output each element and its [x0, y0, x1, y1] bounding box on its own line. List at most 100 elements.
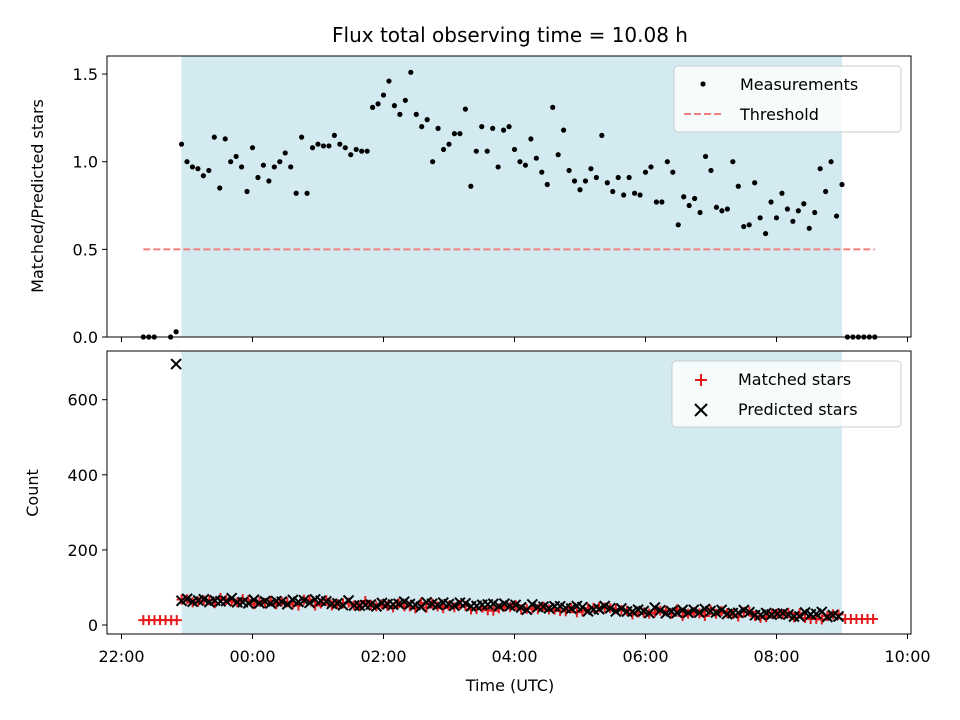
- measurement-point: [282, 150, 288, 156]
- bottom-legend: Matched stars Predicted stars: [671, 360, 902, 428]
- measurement-point: [642, 169, 649, 175]
- measurement-point: [326, 143, 332, 149]
- measurement-point: [391, 103, 398, 109]
- measurement-point: [446, 141, 452, 147]
- measurement-point: [577, 187, 583, 193]
- top-y-ticks: 0.0 0.5 1.0 1.5: [73, 65, 107, 347]
- predicted-star-marker: [654, 604, 667, 617]
- measurement-point: [839, 181, 845, 188]
- y-tick-label: 600: [67, 391, 98, 410]
- predicted-star-marker: [242, 597, 255, 610]
- legend-threshold-label: Threshold: [739, 105, 819, 124]
- measurement-point: [473, 148, 479, 154]
- top-legend-box: [673, 65, 902, 133]
- measurement-point: [293, 190, 299, 196]
- measurement-point: [724, 206, 730, 212]
- measurement-point: [195, 166, 201, 172]
- legend-measurements-marker: [700, 81, 706, 87]
- measurement-point: [430, 159, 436, 165]
- measurement-point: [364, 148, 370, 154]
- measurement-point: [773, 215, 780, 221]
- measurement-point: [233, 153, 239, 160]
- measurement-point: [206, 167, 212, 174]
- measurement-point: [228, 159, 234, 165]
- top-panel: 0.0 0.5 1.0 1.5 Matched/Predicted stars Mea…: [28, 55, 912, 347]
- measurement-point: [719, 208, 725, 214]
- legend-matched-marker: [695, 374, 707, 386]
- measurement-point: [468, 183, 474, 189]
- measurement-point: [708, 167, 714, 174]
- measurement-point: [746, 222, 752, 228]
- predicted-star-marker: [493, 600, 505, 612]
- measurement-point: [397, 111, 403, 117]
- legend-measurements-label: Measurements: [740, 75, 858, 94]
- measurement-point: [752, 180, 758, 186]
- top-x-ticks: [121, 337, 908, 342]
- measurement-point: [380, 92, 387, 98]
- measurement-point: [686, 202, 692, 209]
- measurement-point: [255, 174, 261, 181]
- measurement-point: [189, 164, 196, 170]
- measurement-point: [309, 145, 316, 151]
- chart-title: Flux total observing time = 10.08 h: [332, 23, 688, 47]
- measurement-point: [506, 124, 512, 130]
- measurement-point: [402, 97, 408, 103]
- measurement-point: [604, 180, 610, 186]
- y-tick-label: 0.0: [73, 328, 98, 347]
- measurement-point: [484, 148, 490, 154]
- measurement-point: [348, 152, 354, 158]
- measurement-point: [522, 162, 529, 168]
- measurement-point: [561, 127, 567, 133]
- measurement-point: [500, 127, 507, 133]
- predicted-star-marker: [671, 607, 683, 619]
- measurement-point: [675, 222, 681, 228]
- measurement-point: [621, 192, 627, 198]
- measurement-point: [615, 174, 621, 181]
- predicted-star-marker: [604, 602, 616, 614]
- measurement-point: [757, 215, 763, 221]
- bottom-x-ticks: 22:00 00:00 02:00 04:00 06:00 08:00 10:00: [98, 634, 931, 666]
- measurement-point: [353, 146, 359, 153]
- measurement-point: [249, 145, 256, 151]
- measurement-point: [266, 178, 272, 184]
- matched-star-marker: [421, 602, 432, 613]
- measurement-point: [730, 159, 736, 165]
- measurement-point: [331, 132, 337, 139]
- predicted-star-marker: [715, 604, 728, 616]
- measurement-point: [178, 141, 185, 147]
- predicted-star-marker: [170, 358, 182, 370]
- measurement-point: [735, 183, 741, 189]
- measurement-point: [238, 164, 245, 170]
- predicted-star-marker: [181, 593, 193, 605]
- measurement-point: [511, 146, 518, 153]
- measurement-point: [550, 104, 556, 110]
- predicted-star-marker: [248, 594, 260, 606]
- measurement-point: [435, 125, 441, 131]
- measurement-point: [631, 190, 638, 196]
- measurement-point: [626, 174, 632, 181]
- predicted-star-marker: [448, 599, 461, 612]
- legend-predicted-label: Predicted stars: [738, 400, 858, 419]
- predicted-star-marker: [225, 592, 238, 604]
- predicted-star-marker: [688, 604, 700, 616]
- measurement-point: [784, 206, 791, 212]
- matched-star-marker: [171, 615, 182, 626]
- y-tick-label: 1.0: [73, 153, 98, 172]
- measurement-point: [762, 230, 769, 237]
- bottom-y-ticks: 0 200 400 600: [67, 391, 107, 635]
- measurement-point: [277, 159, 283, 165]
- y-tick-label: 0.5: [73, 240, 98, 259]
- measurement-point: [697, 209, 703, 216]
- measurement-point: [222, 136, 228, 142]
- measurement-point: [490, 125, 496, 131]
- measurement-point: [359, 148, 365, 154]
- measurement-point: [833, 213, 840, 219]
- measurement-point: [173, 329, 179, 335]
- matched-star-marker: [783, 607, 794, 618]
- predicted-star-marker: [593, 603, 605, 615]
- measurement-point: [812, 209, 818, 216]
- predicted-stars-points: [170, 358, 845, 623]
- predicted-star-marker: [676, 604, 689, 616]
- measurement-point: [637, 192, 643, 198]
- measurement-point: [806, 225, 812, 231]
